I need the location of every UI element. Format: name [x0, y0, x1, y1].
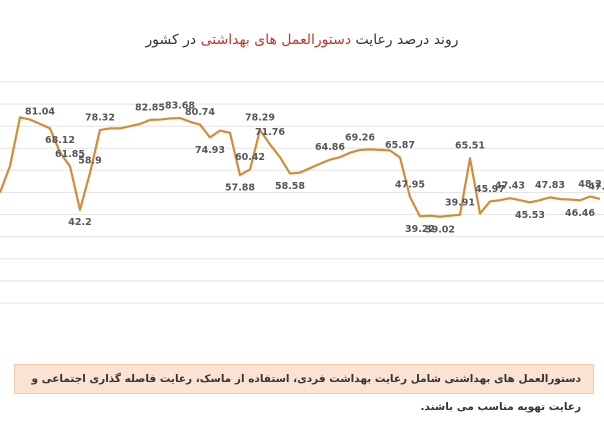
data-label: 80.74 [185, 107, 215, 118]
data-label: 58.58 [275, 181, 305, 192]
data-label: 39.22 [405, 224, 435, 235]
data-label: 58.9 [78, 155, 101, 166]
data-label: 39.02 [425, 224, 455, 235]
data-label: 71.76 [255, 127, 285, 138]
data-label: 68.12 [45, 135, 75, 146]
data-label: 60.42 [235, 152, 265, 163]
footnote: دستورالعمل های بهداشتی شامل رعایت بهداشت… [14, 364, 594, 413]
data-line [0, 116, 601, 218]
title-part: دستورالعمل های بهداشتی [200, 32, 352, 48]
data-label: 69.26 [345, 132, 375, 143]
data-label: 42.2 [68, 217, 91, 228]
data-label: 82.85 [135, 102, 165, 113]
data-label: 47.83 [535, 180, 565, 191]
data-label: 83.68 [165, 101, 195, 112]
title-part: در کشور [145, 32, 201, 48]
data-label: 64.86 [315, 142, 345, 153]
data-label: 46.46 [565, 208, 595, 219]
data-label: 48.2 [578, 179, 601, 190]
data-label: 57.88 [225, 183, 255, 194]
page: {"chart_data": {"type": "line", "title_p… [0, 32, 604, 413]
data-label: 78.32 [85, 112, 115, 123]
data-label: 74.93 [195, 145, 225, 156]
chart-title: روند درصد رعایت دستورالعمل های بهداشتی د… [0, 32, 604, 48]
data-label: 45.53 [515, 210, 545, 221]
data-label: 39.91 [445, 197, 475, 208]
data-label: 47.1 [588, 181, 604, 192]
data-label: 47.43 [495, 181, 525, 192]
data-label: 47.95 [395, 180, 425, 191]
chart: 81.04 68.12 61.85 42.2 58.9 78.32 82.85 83.6880… [0, 81, 604, 304]
data-label: 78.29 [245, 112, 275, 123]
data-label: 65.51 [455, 141, 485, 152]
data-label: 61.85 [55, 149, 85, 160]
title-part: روند درصد رعایت [351, 32, 459, 48]
data-label: 45.97 [475, 184, 505, 195]
data-label: 81.04 [25, 106, 55, 117]
data-label: 65.87 [385, 140, 415, 151]
